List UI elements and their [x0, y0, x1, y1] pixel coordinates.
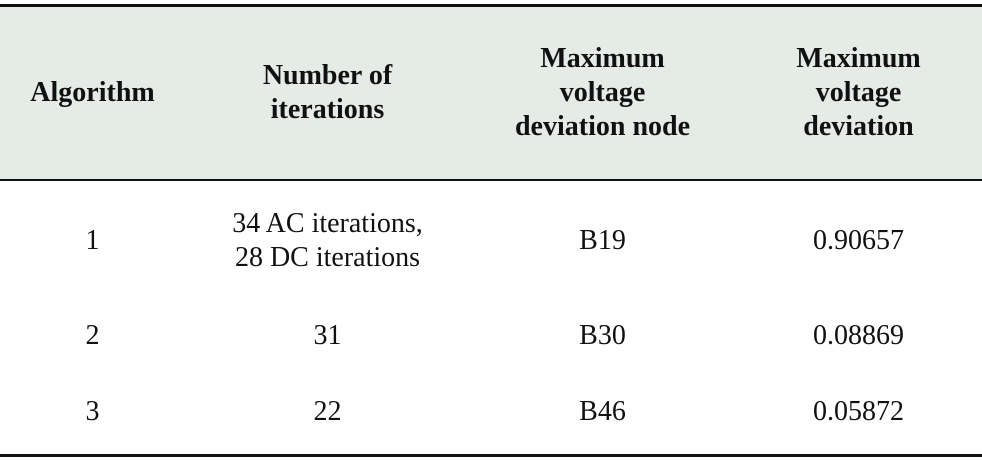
- header-cell: Algorithm: [30, 76, 155, 108]
- table-row: 2 31 B30 0.08869: [0, 302, 982, 370]
- cell: B30: [579, 319, 626, 351]
- cell: 31: [313, 319, 342, 351]
- cell: 3: [85, 395, 100, 427]
- table-body: 1 34 AC iterations, 28 DC iterations B19…: [0, 180, 982, 456]
- table-row: 3 22 B46 0.05872: [0, 370, 982, 456]
- header-row: Algorithm Number of iterations Maximum v…: [0, 5, 982, 180]
- cell: 0.08869: [813, 319, 904, 351]
- cell: 34 AC iterations, 28 DC iterations: [232, 208, 423, 273]
- cell: 0.90657: [813, 225, 904, 256]
- cell: 0.05872: [813, 395, 904, 427]
- results-table: Algorithm Number of iterations Maximum v…: [0, 4, 982, 457]
- header-cell: Number of iterations: [262, 59, 393, 125]
- cell: B46: [579, 395, 626, 427]
- header-cell: Maximum voltage deviation node: [514, 42, 691, 142]
- header-cell: Maximum voltage deviation: [796, 42, 921, 142]
- cell: 2: [85, 319, 100, 351]
- table-row: 1 34 AC iterations, 28 DC iterations B19…: [0, 180, 982, 302]
- cell: 22: [313, 395, 342, 427]
- table-header: Algorithm Number of iterations Maximum v…: [0, 5, 982, 180]
- cell: 1: [85, 225, 100, 256]
- cell: B19: [579, 225, 626, 256]
